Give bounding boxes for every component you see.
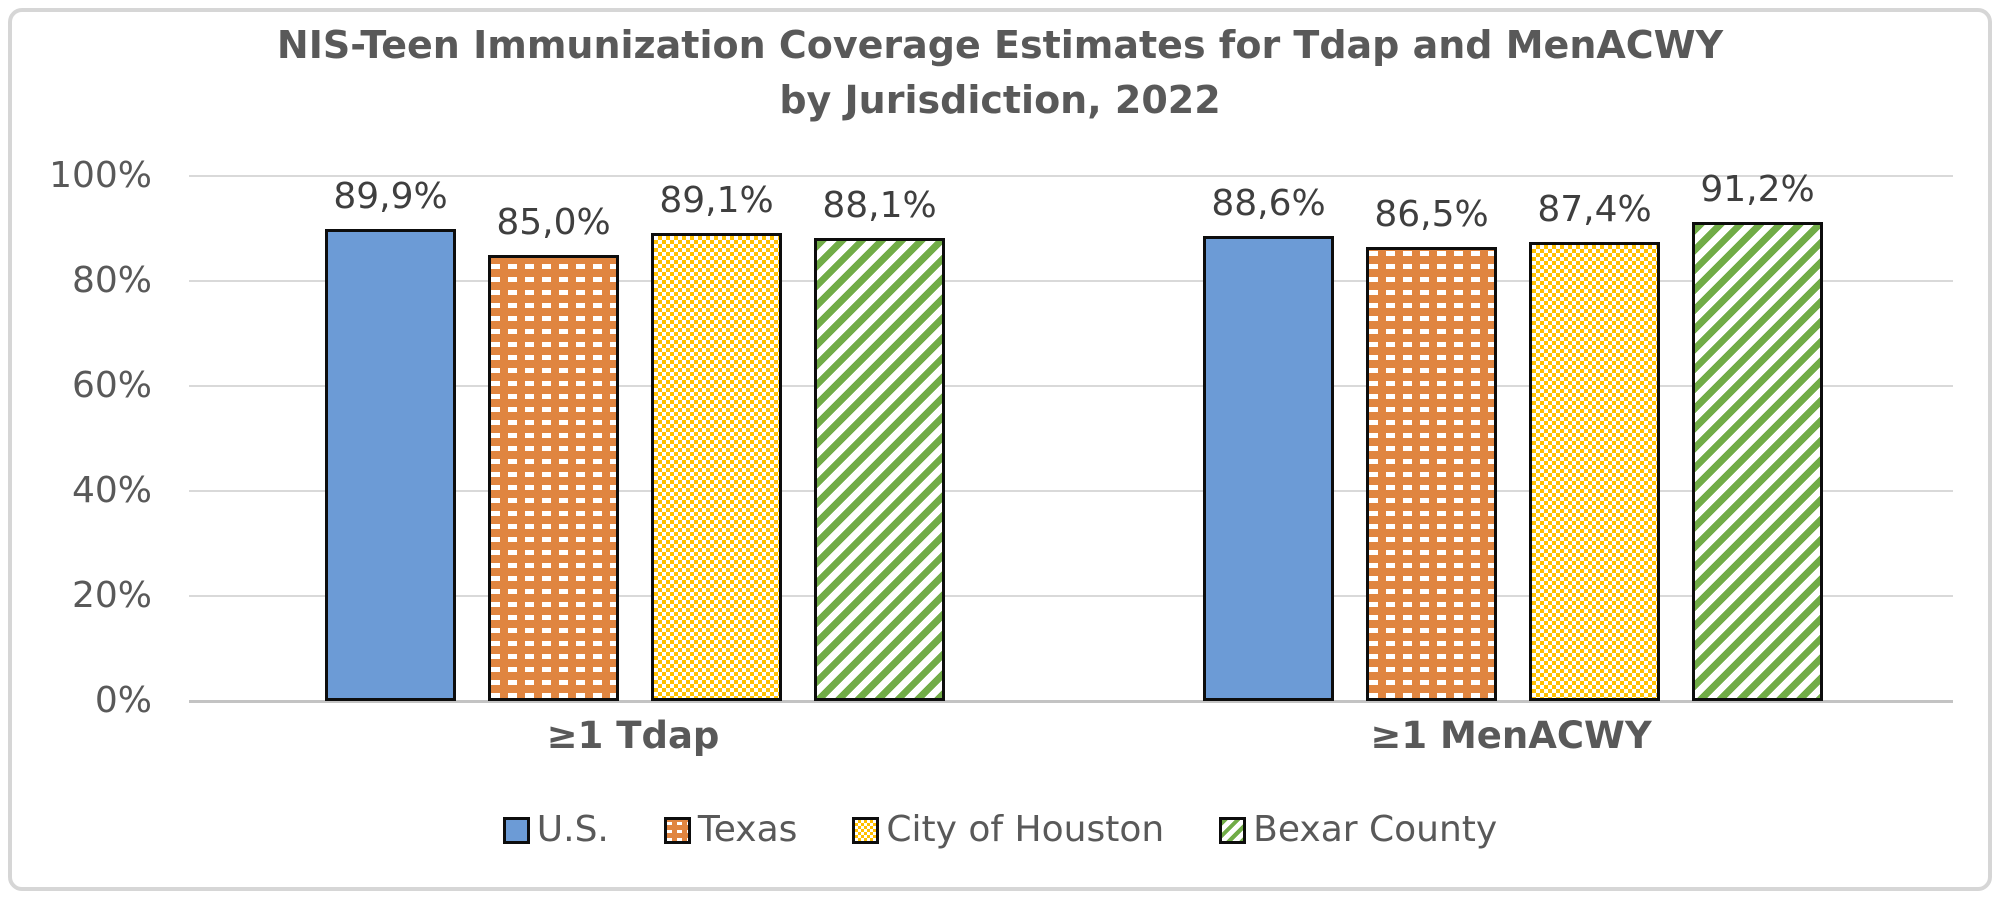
legend-label: City of Houston: [886, 809, 1165, 850]
bar: [1692, 222, 1823, 701]
bar-value-label: 88,1%: [822, 185, 937, 226]
bar-value-label: 91,2%: [1700, 169, 1815, 210]
legend-label: U.S.: [536, 809, 609, 850]
category-axis-label: ≥1 MenACWY: [1370, 714, 1652, 757]
legend-label: Bexar County: [1253, 809, 1498, 850]
bar: [1203, 236, 1334, 701]
bar: [1529, 242, 1660, 701]
chart-title: NIS-Teen Immunization Coverage Estimates…: [0, 18, 2000, 128]
y-axis-tick-label: 20%: [71, 575, 152, 616]
bar-value-label: 87,4%: [1537, 189, 1652, 230]
y-axis-tick-label: 0%: [94, 680, 152, 721]
legend-item: Texas: [663, 809, 798, 850]
x-axis-line: [189, 700, 1953, 703]
y-axis-tick-label: 100%: [49, 155, 152, 196]
bar: [651, 233, 782, 701]
y-axis-tick-label: 80%: [71, 260, 152, 301]
y-axis-tick-label: 60%: [71, 365, 152, 406]
bar-value-label: 86,5%: [1374, 194, 1489, 235]
category-axis-label: ≥1 Tdap: [546, 714, 720, 757]
bar-value-label: 85,0%: [496, 202, 611, 243]
gridline: [189, 175, 1953, 177]
gridline: [189, 280, 1953, 282]
bar: [814, 238, 945, 701]
y-axis-tick-label: 40%: [71, 470, 152, 511]
gridline: [189, 385, 1953, 387]
chart-legend: U.S. Texas City of Houston Bexar County: [0, 812, 2000, 848]
legend-label: Texas: [697, 809, 798, 850]
gridline: [189, 490, 1953, 492]
bar-value-label: 88,6%: [1211, 183, 1326, 224]
legend-item: City of Houston: [852, 812, 1164, 848]
legend-swatch-icon: [502, 816, 530, 844]
legend-item: Bexar County: [1219, 812, 1497, 848]
legend-swatch-icon: [852, 816, 880, 844]
bar-value-label: 89,1%: [659, 180, 774, 221]
legend-swatch-icon: [1219, 816, 1247, 844]
legend-swatch-icon: [663, 816, 691, 844]
bar: [488, 255, 619, 701]
bar-value-label: 89,9%: [333, 176, 448, 217]
bar: [1366, 247, 1497, 701]
gridline: [189, 595, 1953, 597]
legend-item: U.S.: [502, 809, 609, 850]
bar: [325, 229, 456, 701]
chart-title-line2: by Jurisdiction, 2022: [779, 78, 1221, 123]
chart-title-line1: NIS-Teen Immunization Coverage Estimates…: [276, 23, 1724, 67]
